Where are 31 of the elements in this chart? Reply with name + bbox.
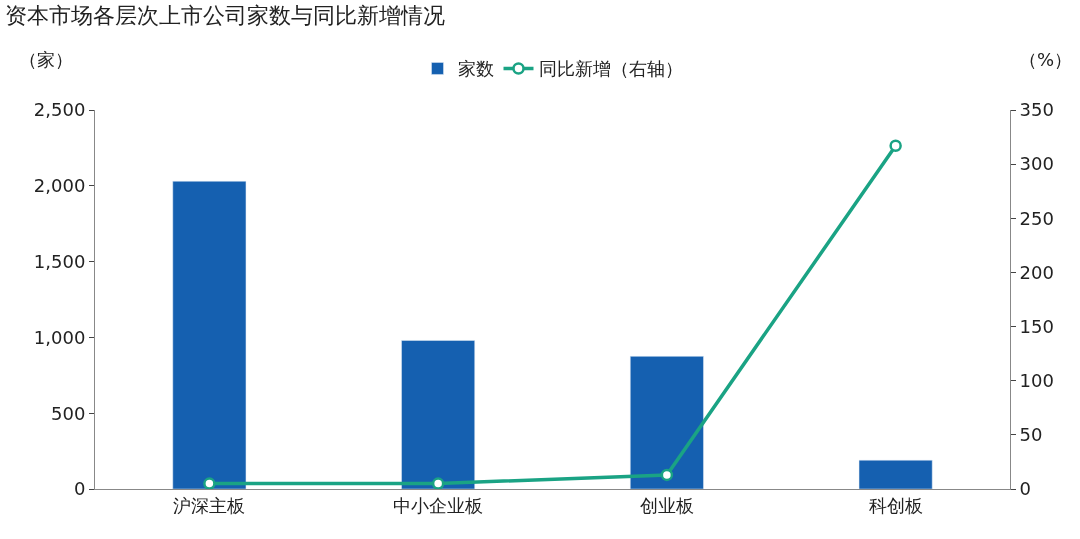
x-tick-label: 创业板 [639,494,694,516]
point [431,477,445,489]
y-axis-title: （家） [19,49,73,70]
y2-tick-label: 350 [1019,99,1054,121]
y2-tick-label: 250 [1019,207,1054,229]
x-tick-label: 中小企业板 [393,494,484,516]
y-tick-label: 1,000 [33,326,86,348]
y2-tick-label: 150 [1019,315,1054,337]
bar [172,181,247,489]
point [203,477,216,489]
y-tick-label: 2,000 [33,175,86,197]
y2-tick-label: 200 [1019,261,1054,283]
bar [858,459,933,489]
y-tick-label: 0 [73,478,86,500]
bar [630,356,704,489]
y-tick-label: 1,500 [33,250,86,272]
y-tick-label: 2,500 [33,99,86,121]
legend-label: 同比新增（右轴） [538,58,683,80]
y2-tick-label: 100 [1019,370,1054,392]
y2-tick-label: 50 [1019,424,1043,446]
chart-title: 资本市场各层次上市公司家数与同比新增情况 [5,3,446,29]
x-tick-label: 沪深主板 [173,494,246,516]
x-tick-label: 科创板 [868,494,923,516]
y2-tick-label: 0 [1019,478,1032,500]
y-tick-label: 500 [51,402,86,424]
bar [401,340,475,489]
point [660,468,674,482]
point [889,139,902,152]
legend-label: 家数 [457,58,494,80]
y2-axis-title: （%） [1019,49,1073,70]
y2-tick-label: 300 [1019,153,1054,175]
